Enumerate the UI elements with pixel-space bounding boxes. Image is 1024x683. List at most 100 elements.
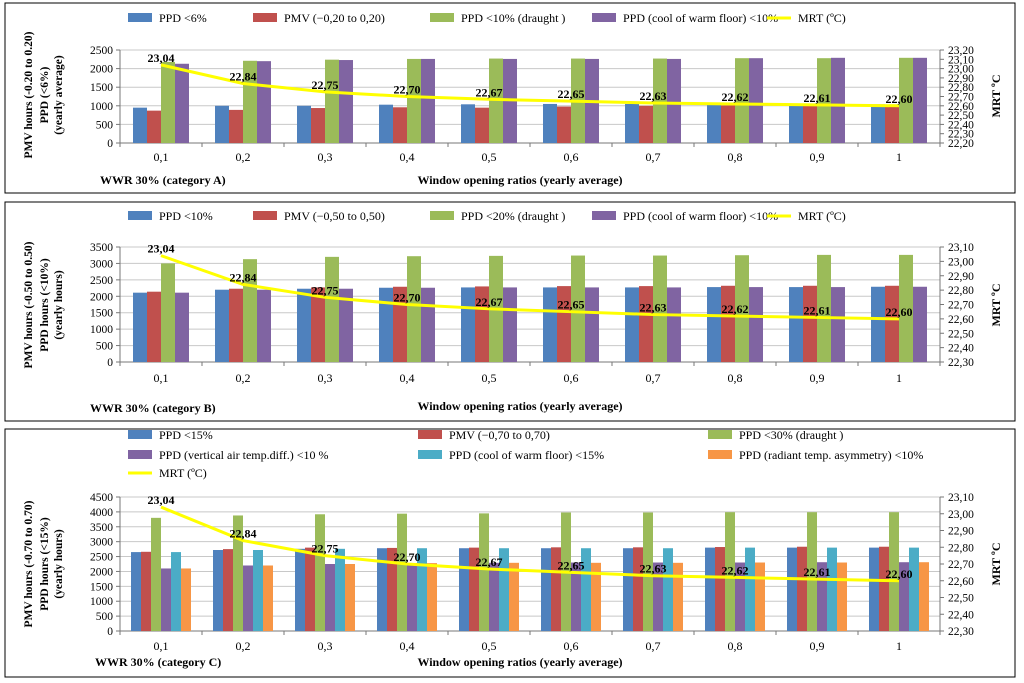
mrt-data-label: 22,60 [886,92,913,106]
x-tick-label: 0,9 [810,371,825,385]
bar [345,564,355,631]
bar [459,548,469,631]
y2-tick-label: 22,40 [948,343,974,355]
bar [397,513,407,631]
bar [181,568,191,631]
y-tick-label: 3500 [90,522,113,534]
mrt-data-label: 22,61 [804,565,831,579]
y-axis-title: PMV hours (-0.70 to 0.70) [23,500,35,627]
bar [243,60,257,144]
mrt-data-label: 22,84 [230,69,257,83]
bar [653,562,663,631]
bar [653,255,667,362]
bar [639,105,653,143]
y2-axis-title: MRT ºC [989,75,1003,118]
y-tick-label: 4000 [90,507,113,519]
bar [161,568,171,631]
legend-swatch [128,211,152,220]
bar [171,552,181,631]
category-label: WWR 30% (category C) [95,655,221,669]
bar [817,254,831,362]
x-tick-label: 0,8 [728,639,743,653]
bar [639,286,653,362]
y-tick-label: 0 [107,357,113,369]
bar [175,292,189,362]
y-axis-title: PMV hours (-0.20 to 0.20) [23,31,35,158]
y2-tick-label: 22,70 [948,559,974,571]
bar [223,549,233,631]
bar [707,104,721,143]
bar [789,104,803,143]
x-tick-label: 1 [896,639,902,653]
bar [229,109,243,143]
bar [379,104,393,143]
y2-tick-label: 23,00 [948,64,974,76]
bar [461,287,475,362]
y2-tick-label: 22,80 [948,285,974,297]
bar [233,515,243,631]
legend-swatch [708,430,732,439]
legend-swatch [128,13,152,22]
chart-panel-b: 0 500 1000 1500 2000 2500 3000 3500 22,30 22,40 22… [4,201,1016,422]
y-axis-title: PPD hours (<10%) [39,258,51,352]
bar [643,512,653,631]
bar [787,547,797,631]
legend-label: PPD <10% [159,209,213,223]
y-tick-label: 1500 [90,308,113,320]
bar [387,547,397,631]
bar [827,547,837,631]
x-axis-title: Window opening ratios (yearly average) [417,399,622,413]
bar [735,255,749,362]
bar [417,548,427,631]
bar [667,58,681,143]
y-tick-label: 2500 [90,275,113,287]
mrt-data-label: 22,67 [476,555,503,569]
y-tick-label: 3500 [90,242,113,254]
legend-label: MRT (ºC) [159,466,207,480]
mrt-data-label: 22,70 [394,291,421,305]
bar [633,547,643,631]
y2-tick-label: 22,40 [948,119,974,131]
bar [625,103,639,143]
bar [749,287,763,362]
y2-tick-label: 22,50 [948,328,974,340]
legend-swatch [592,211,616,220]
mrt-data-label: 22,75 [312,283,339,297]
x-tick-label: 1 [896,371,902,385]
y2-tick-label: 22,80 [948,542,974,554]
y-tick-label: 0 [107,138,113,150]
bar [725,512,735,631]
legend-label: PPD (cool of warm floor) <15% [449,448,604,462]
y-tick-label: 2000 [90,291,113,303]
bar [339,288,353,362]
mrt-data-label: 22,63 [640,301,667,315]
bar [393,107,407,143]
mrt-data-label: 22,63 [640,89,667,103]
x-tick-label: 0,5 [482,371,497,385]
bar [335,548,345,631]
x-tick-label: 0,2 [236,639,251,653]
x-tick-label: 0,3 [318,639,333,653]
x-tick-label: 0,2 [236,150,251,164]
bar [871,104,885,143]
bar [541,548,551,631]
mrt-data-label: 22,63 [640,562,667,576]
mrt-data-label: 22,75 [312,542,339,556]
bar [919,562,929,631]
legend-label: PPD <6% [159,11,207,25]
mrt-data-label: 23,04 [148,242,175,256]
bar [253,550,263,631]
x-tick-label: 0,4 [400,371,415,385]
bar [427,563,437,631]
bar [407,563,417,631]
y2-axis-title: MRT ºC [989,284,1003,327]
y2-tick-label: 23,10 [948,492,974,504]
legend-label: PPD (cool of warm floor) <10% [623,11,778,25]
legend-label: PMV (−0,50 to 0,50) [284,209,385,223]
bar [585,287,599,362]
y-tick-label: 0 [107,626,113,638]
legend-label: PPD <10% (draught ) [461,11,565,25]
bar [297,288,311,362]
legend-swatch [253,13,277,22]
